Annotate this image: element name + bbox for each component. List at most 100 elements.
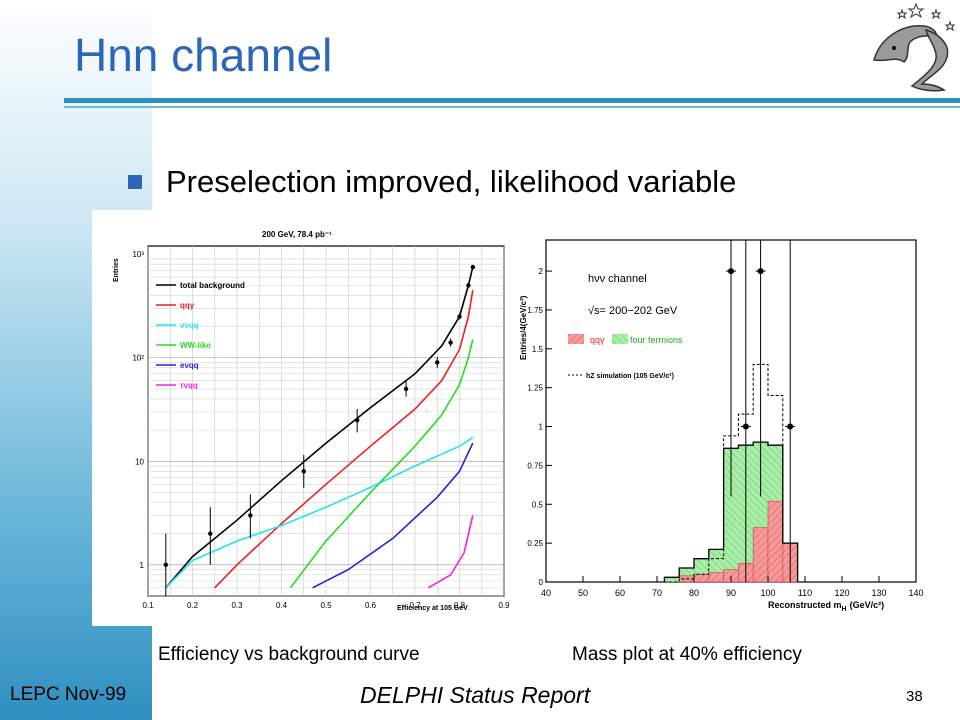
legend-simulation: hZ simulation (105 GeV/c²) bbox=[586, 373, 674, 380]
bar-qqg bbox=[693, 573, 710, 583]
x-tick-label: 0.1 bbox=[142, 601, 154, 610]
legend-entry: WW-like bbox=[180, 341, 212, 350]
delphi-dolphin-logo-icon bbox=[873, 2, 956, 92]
data-point bbox=[787, 423, 794, 430]
y-tick-label: 2 bbox=[539, 267, 544, 276]
x-tick-label: 90 bbox=[726, 588, 736, 598]
x-tick-label: 130 bbox=[871, 588, 886, 598]
legend: hνν channel √s= 200−202 GeV qqγ four fer… bbox=[568, 273, 683, 380]
y-axis-label: Entries bbox=[113, 258, 120, 282]
legend-energy: √s= 200−202 GeV bbox=[588, 305, 678, 317]
series-line bbox=[427, 515, 474, 589]
efficiency-background-chart: 0.1 0.2 0.3 0.4 0.5 0.6 0.7 0.8 0.9 1 10 10² 10³ to… bbox=[92, 210, 510, 626]
x-tick-label: 0.2 bbox=[187, 601, 199, 610]
y-tick-label: 1 bbox=[539, 423, 544, 432]
x-tick-label: 0.6 bbox=[365, 601, 377, 610]
y-tick-label: 1 bbox=[140, 561, 145, 570]
data-point bbox=[435, 360, 440, 365]
y-tick-label: 10 bbox=[135, 457, 144, 466]
series-line bbox=[165, 436, 474, 589]
x-tick-label: 0.5 bbox=[320, 601, 332, 610]
x-tick-label: 120 bbox=[834, 588, 849, 598]
grid-lines bbox=[147, 246, 505, 597]
y-tick-label: 1.5 bbox=[532, 345, 544, 354]
bar-four-fermions bbox=[679, 568, 694, 576]
series-line bbox=[165, 266, 474, 589]
legend-entry: eνqq bbox=[180, 361, 199, 370]
x-tick-labels: 0.1 0.2 0.3 0.4 0.5 0.6 0.7 0.8 0.9 bbox=[142, 601, 510, 610]
legend-qqg: qqγ bbox=[590, 335, 605, 345]
bullet-marker bbox=[128, 175, 142, 189]
data-point bbox=[448, 340, 453, 345]
data-point bbox=[757, 268, 764, 275]
x-tick-label: 50 bbox=[578, 588, 588, 598]
y-tick-labels: 0 0.25 0.5 0.75 1 1.25 1.5 1.75 2 bbox=[527, 267, 552, 587]
slide-title: Hnn channel bbox=[74, 29, 333, 81]
bar-four-fermions bbox=[664, 577, 680, 582]
data-point bbox=[301, 469, 306, 474]
data-point bbox=[208, 531, 213, 536]
data-point bbox=[403, 386, 409, 392]
y-tick-label: 1.25 bbox=[527, 384, 543, 393]
page-number: 38 bbox=[906, 688, 923, 705]
series-line bbox=[214, 289, 474, 589]
bar-four-fermions bbox=[708, 549, 724, 573]
data-point bbox=[457, 314, 462, 319]
x-axis-label: Efficiency at 105 GeV bbox=[397, 605, 468, 612]
bullet-item: Preselection improved, likelihood variab… bbox=[128, 164, 736, 200]
bar-qqg bbox=[708, 572, 724, 583]
x-axis-label-subscript: H bbox=[842, 606, 847, 613]
y-tick-label: 0.75 bbox=[527, 461, 543, 470]
y-tick-label: 10³ bbox=[132, 250, 144, 259]
x-tick-label: 60 bbox=[615, 588, 625, 598]
x-tick-label: 100 bbox=[760, 588, 775, 598]
bullet-text: Preselection improved, likelihood variab… bbox=[166, 164, 737, 199]
title-rule-thin bbox=[64, 106, 960, 108]
x-tick-label: 0.9 bbox=[498, 601, 510, 610]
efficiency-background-chart-svg: 0.1 0.2 0.3 0.4 0.5 0.6 0.7 0.8 0.9 1 10 10² 10³ to… bbox=[113, 230, 510, 612]
footer-center: DELPHI Status Report bbox=[360, 682, 591, 708]
x-axis-label-unit: (GeV/c²) bbox=[850, 600, 885, 610]
series-line bbox=[312, 442, 474, 589]
x-tick-label: 80 bbox=[689, 588, 699, 598]
bar-four-fermions bbox=[694, 558, 709, 575]
data-points bbox=[163, 264, 476, 596]
x-tick-label: 70 bbox=[652, 588, 662, 598]
legend: total background qqγ ννqq WW-like eνqq τνqq bbox=[156, 281, 245, 390]
x-tick-labels: 40 50 60 70 80 90 100 110 120 130 140 bbox=[541, 576, 924, 598]
legend-swatch-four-fermions bbox=[612, 334, 628, 344]
x-axis-label: Reconstructed mH (GeV/c²) bbox=[768, 600, 884, 613]
caption-left: Efficiency vs background curve bbox=[158, 644, 420, 665]
stacked-bars bbox=[664, 442, 798, 583]
y-tick-label: 0 bbox=[539, 578, 544, 587]
series-lines bbox=[165, 266, 474, 589]
y-tick-label: 0.25 bbox=[527, 539, 543, 548]
x-tick-label: 0.8 bbox=[454, 601, 466, 610]
y-tick-label: 1.75 bbox=[527, 306, 543, 315]
data-point bbox=[466, 283, 471, 288]
bar-qqg bbox=[752, 527, 769, 583]
y-tick-labels: 1 10 10² 10³ bbox=[132, 250, 144, 570]
data-point bbox=[163, 562, 168, 568]
y-tick-label: 10² bbox=[132, 354, 144, 363]
x-tick-label: 40 bbox=[541, 588, 551, 598]
bar-qqg bbox=[767, 500, 784, 583]
y-axis-label: Entries/4(GeV/c²) bbox=[519, 295, 528, 360]
mass-plot-chart-svg: 40 50 60 70 80 90 100 110 120 130 140 0 0.25 0.5 0.75… bbox=[519, 239, 924, 613]
legend-channel: hνν channel bbox=[588, 273, 647, 285]
x-tick-label: 0.4 bbox=[276, 601, 288, 610]
data-point bbox=[354, 417, 360, 423]
x-axis-label-main: Reconstructed m bbox=[768, 600, 842, 610]
mass-plot-chart: 40 50 60 70 80 90 100 110 120 130 140 0 0.25 0.5 0.75… bbox=[510, 210, 932, 626]
legend-swatch-qqg bbox=[568, 334, 584, 344]
data-point bbox=[470, 264, 476, 270]
bar-four-fermions bbox=[723, 448, 739, 570]
data-point bbox=[728, 268, 734, 275]
title-rule bbox=[64, 98, 960, 103]
data-point bbox=[248, 513, 253, 518]
legend-entry: ννqq bbox=[180, 321, 199, 330]
series-line bbox=[289, 339, 474, 589]
x-tick-label: 0.3 bbox=[231, 601, 243, 610]
bar-four-fermions bbox=[768, 445, 783, 502]
chart-title: 200 GeV, 78.4 pb⁻¹ bbox=[262, 230, 332, 239]
